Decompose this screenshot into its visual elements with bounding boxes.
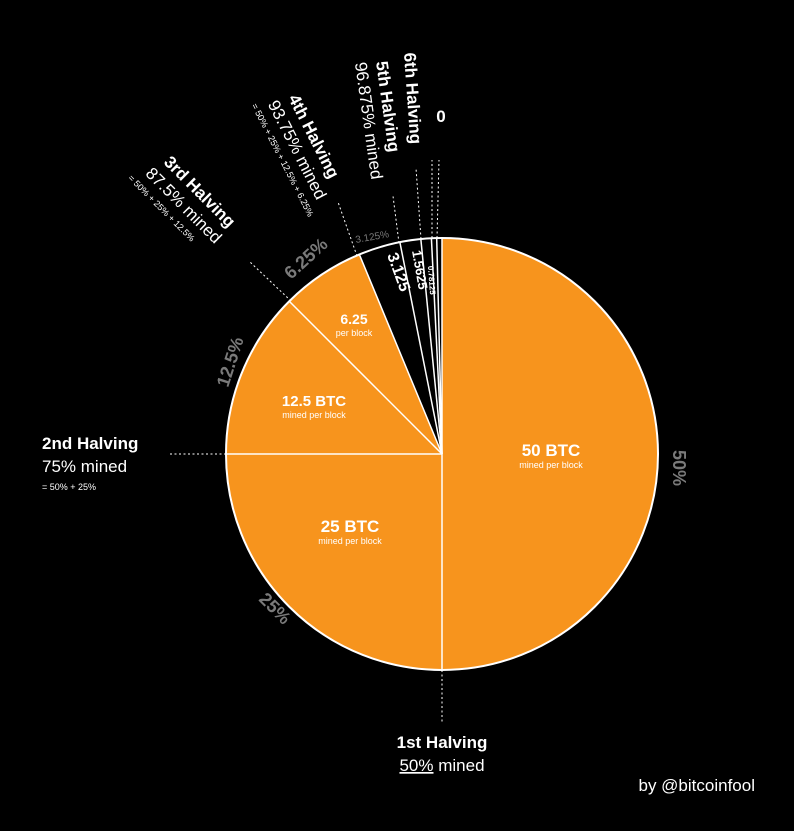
annotation-title: 6th Halving [400, 52, 425, 145]
pie-slice-3 [289, 254, 442, 454]
annotation-6th-halving: 6th Halving [400, 52, 425, 145]
annotation-5th-halving: 5th Halving 96.875% mined [351, 60, 404, 181]
slice-sublabel-6-25: per block [336, 328, 373, 338]
annotation-4th-halving: 4th Halving 93.75% mined = 50% + 25% + 1… [250, 91, 343, 218]
slice-label-12-5: 12.5 BTC [282, 393, 346, 410]
pie-slice-1 [226, 454, 442, 670]
slice-label-50: 50 BTC [522, 441, 581, 460]
slice-divider-5 [399, 242, 443, 455]
annotation-formula: = 50% + 25% [42, 482, 96, 492]
annotation-zero: 0 [436, 107, 445, 126]
slice-sublabel-25: mined per block [318, 536, 382, 546]
pie-slice-2 [226, 301, 442, 454]
slice-label-0-78125: 0.78125 [426, 266, 437, 296]
annotation-mined-pct: 75% [42, 457, 76, 476]
svg-text:75% mined: 75% mined [42, 457, 127, 476]
slice-sublabel-12-5: mined per block [282, 410, 346, 420]
percent-label-3-125: 3.125% [355, 229, 390, 246]
svg-text:50% mined: 50% mined [399, 756, 484, 775]
annotation-title: 1st Halving [397, 733, 488, 752]
annotation-title: 2nd Halving [42, 434, 138, 453]
annotation-3rd-halving: 3rd Halving 87.5% mined = 50% + 25% + 12… [126, 152, 239, 247]
annotation-mined-word: mined [434, 756, 485, 775]
leader-lines [170, 159, 443, 722]
slice-label-25: 25 BTC [321, 517, 380, 536]
annotation-mined-pct: 50% [399, 756, 433, 775]
slice-sublabel-50: mined per block [519, 460, 583, 470]
annotation-1st-halving: 1st Halving 50% mined [397, 733, 488, 775]
slice-divider-4 [358, 254, 443, 455]
slice-divider-3 [288, 300, 443, 455]
pie-slice-4 [359, 242, 442, 454]
annotation-2nd-halving: 2nd Halving 75% mined = 50% + 25% [42, 434, 138, 492]
slice-divider-6 [420, 238, 443, 455]
slice-divider-8 [435, 238, 443, 455]
pie-slice-0 [442, 238, 658, 670]
slice-label-6-25: 6.25 [340, 311, 367, 327]
annotation-mined-word: mined [76, 457, 127, 476]
credit-text: by @bitcoinfool [639, 776, 756, 795]
slice-label-1-5625: 1.5625 [409, 249, 431, 291]
slice-divider-7 [430, 238, 443, 455]
percent-label-50: 50% [669, 450, 689, 486]
